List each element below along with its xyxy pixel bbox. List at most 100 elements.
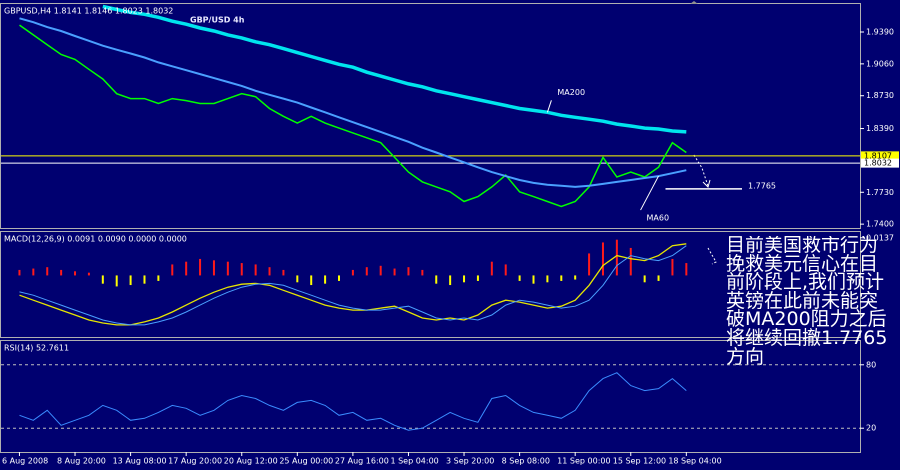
plot-area [18,239,688,326]
histogram-bar [379,265,382,276]
histogram-bar [490,261,493,276]
histogram-bar [87,272,90,276]
series-label-pointer [546,100,552,113]
panel-label: GBPUSD,H4 1.8141 1.8146 1.8023 1.8032 [4,7,173,16]
series-label: MA200 [557,88,585,97]
histogram-bar [240,263,243,276]
histogram-bar [171,264,174,276]
histogram-bar [560,275,563,281]
support-label: 1.7765 [748,181,776,190]
series-line [19,372,687,431]
plot-area [1,364,860,431]
histogram-bar [157,275,160,281]
price-tag [861,158,899,168]
y-tick-label: 1.8730 [866,91,894,100]
x-tick-label: 25 Aug 00:00 [279,457,333,466]
histogram-bar [532,275,535,284]
panel-border [0,3,861,229]
y-tick-label: 1.8390 [866,124,894,133]
x-tick-label: 27 Aug 16:00 [335,457,389,466]
panel-label: MACD(12,26,9) 0.0091 0.0090 0.0000 0.000… [4,235,187,244]
x-tick-label: 18 Sep 04:00 [668,457,721,466]
x-tick-label: 15 Sep 12:00 [613,457,666,466]
histogram-bar [629,247,632,276]
panel-label: RSI(14) 52.7611 [4,344,69,353]
series-line [19,24,687,208]
scroll-marker [690,1,698,4]
histogram-bar [212,260,215,276]
x-tick-label: 3 Sep 20:00 [446,457,494,466]
y-tick-label: 0.0137 [866,233,894,242]
histogram-bar [129,275,132,286]
price-tag-label: 1.8032 [864,159,892,168]
histogram-bar [365,267,368,276]
histogram-bar [435,275,438,284]
histogram-bar [185,261,188,276]
y-tick-label: 1.9390 [866,28,894,37]
histogram-bar [268,267,271,276]
y-tick-label: 1.7730 [866,188,894,197]
y-tick-label: 1.9060 [866,59,894,68]
series-line [19,245,687,326]
histogram-bar [476,275,479,281]
histogram-bar [324,275,327,284]
histogram-bar [143,275,146,284]
histogram-bar [46,267,49,276]
x-tick-label: 17 Aug 20:00 [168,457,222,466]
panel-border [0,231,861,338]
histogram-bar [282,269,285,276]
histogram-bar [296,275,299,283]
histogram-bar [615,239,618,276]
histogram-bar [393,268,396,276]
x-tick-label: 8 Sep 08:00 [502,457,550,466]
histogram-bar [588,253,591,276]
x-tick-label: 1 Sep 04:00 [390,457,438,466]
y-tick-label: 20 [866,424,876,433]
histogram-bar [546,275,549,283]
histogram-bar [32,268,35,276]
note: 目前美国救市行为挽救美元信心在目前阶段上,我们预计英镑在此前未能突破MA200阻… [726,236,888,368]
chart-title: GBP/USD 4h [190,16,245,25]
plot-area [1,4,860,208]
histogram-bar [115,275,118,287]
histogram-bar [407,267,410,276]
histogram-bar [504,264,507,276]
note-box: 目前美国救市行为挽救美元信心在目前阶段上,我们预计英镑在此前未能突破MA200阻… [726,236,888,368]
histogram-bar [18,269,21,276]
histogram-bar [226,261,229,276]
series-label-pointer [640,175,659,211]
arrow-head [702,179,711,188]
histogram-bar [643,275,646,283]
histogram-bar [254,264,257,276]
histogram-bar [337,275,340,281]
x-tick-label: 6 Aug 2008 [2,457,48,466]
histogram-bar [449,275,452,286]
x-tick-label: 11 Sep 00:00 [557,457,610,466]
histogram-bar [199,258,202,276]
series-label: MA60 [647,214,670,223]
panel-border [0,340,861,453]
arrow [707,247,717,265]
x-tick-label: 20 Aug 12:00 [224,457,278,466]
price-tag [861,151,899,161]
arrow [693,154,709,187]
histogram-bar [685,263,688,276]
histogram-bar [671,258,674,276]
y-tick-label: 80 [866,360,876,369]
histogram-bar [74,271,77,276]
x-tick-label: 8 Aug 20:00 [57,457,106,466]
histogram-bar [310,275,313,286]
histogram-bar [657,275,660,281]
series-line [19,17,687,188]
histogram-bar [601,242,604,276]
histogram-bar [101,275,104,284]
x-tick-label: 13 Aug 08:00 [113,457,167,466]
series-line [102,4,687,134]
histogram-bar [574,275,577,280]
histogram-bar [421,269,424,276]
histogram-bar [351,269,354,276]
histogram-bar [60,269,63,276]
